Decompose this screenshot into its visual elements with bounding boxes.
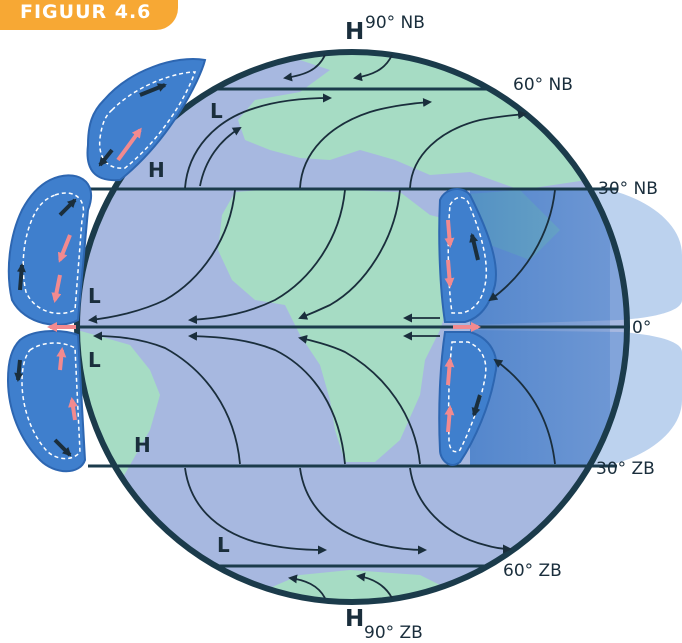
wind-arrow — [299, 467, 427, 555]
wind-arrow — [353, 54, 393, 82]
latitude-labels: 60° NB 30° NB 0° 30° ZB 60° ZB — [503, 75, 658, 581]
pressure-label-l-60n: L — [210, 99, 223, 123]
pole-labels: H 90° NB H 90° ZB — [345, 13, 425, 643]
wind-arrows — [88, 54, 556, 599]
south-pole-marker: H — [345, 606, 364, 632]
hadley-cell-right-north — [438, 188, 497, 323]
figure-tag-text: FIGUUR 4.6 — [20, 1, 152, 23]
pressure-label-l-60s: L — [217, 533, 230, 557]
wind-arrow — [184, 93, 332, 189]
pressure-label-l-eq-north: L — [88, 284, 101, 308]
south-pole-latitude: 90° ZB — [364, 623, 423, 643]
ferrel-cell-left-north — [7, 174, 93, 326]
wind-arrow — [188, 189, 346, 325]
north-pole-marker: H — [345, 19, 364, 45]
latitude-label-equator: 0° — [632, 318, 651, 338]
pressure-label-h-30n: H — [148, 158, 165, 182]
pressure-label-h-30s: H — [134, 433, 151, 457]
wind-arrow — [356, 572, 393, 599]
latitude-label-60n: 60° NB — [513, 75, 573, 95]
wind-arrow — [493, 358, 556, 465]
wind-arrow — [88, 189, 236, 324]
circulation-cells-right — [438, 188, 498, 466]
hadley-cell-left-south — [6, 330, 87, 473]
wind-arrow — [288, 574, 326, 599]
wind-arrow — [299, 97, 432, 189]
figure-tag: FIGUUR 4.6 — [0, 0, 178, 30]
north-pole-latitude: 90° NB — [365, 13, 425, 33]
wind-arrow — [409, 467, 512, 554]
polar-cell-left — [86, 58, 207, 182]
wind-arrow — [298, 334, 421, 465]
wind-arrow — [488, 189, 556, 302]
pressure-labels: L H L L H L — [88, 99, 230, 557]
wind-arrow — [298, 189, 401, 320]
latitude-label-30s: 30° ZB — [596, 459, 655, 479]
circulation-cells-left — [6, 58, 207, 473]
latitude-label-60s: 60° ZB — [503, 561, 562, 581]
latitude-label-30n: 30° NB — [598, 179, 658, 199]
latitude-lines — [77, 87, 627, 568]
wind-arrow — [93, 331, 241, 465]
wind-arrow — [409, 110, 527, 189]
wind-arrow — [184, 467, 327, 555]
wind-arrow — [283, 54, 326, 82]
pressure-label-l-eq-south: L — [88, 348, 101, 372]
wind-arrow — [199, 126, 242, 187]
wind-arrow — [188, 331, 346, 465]
